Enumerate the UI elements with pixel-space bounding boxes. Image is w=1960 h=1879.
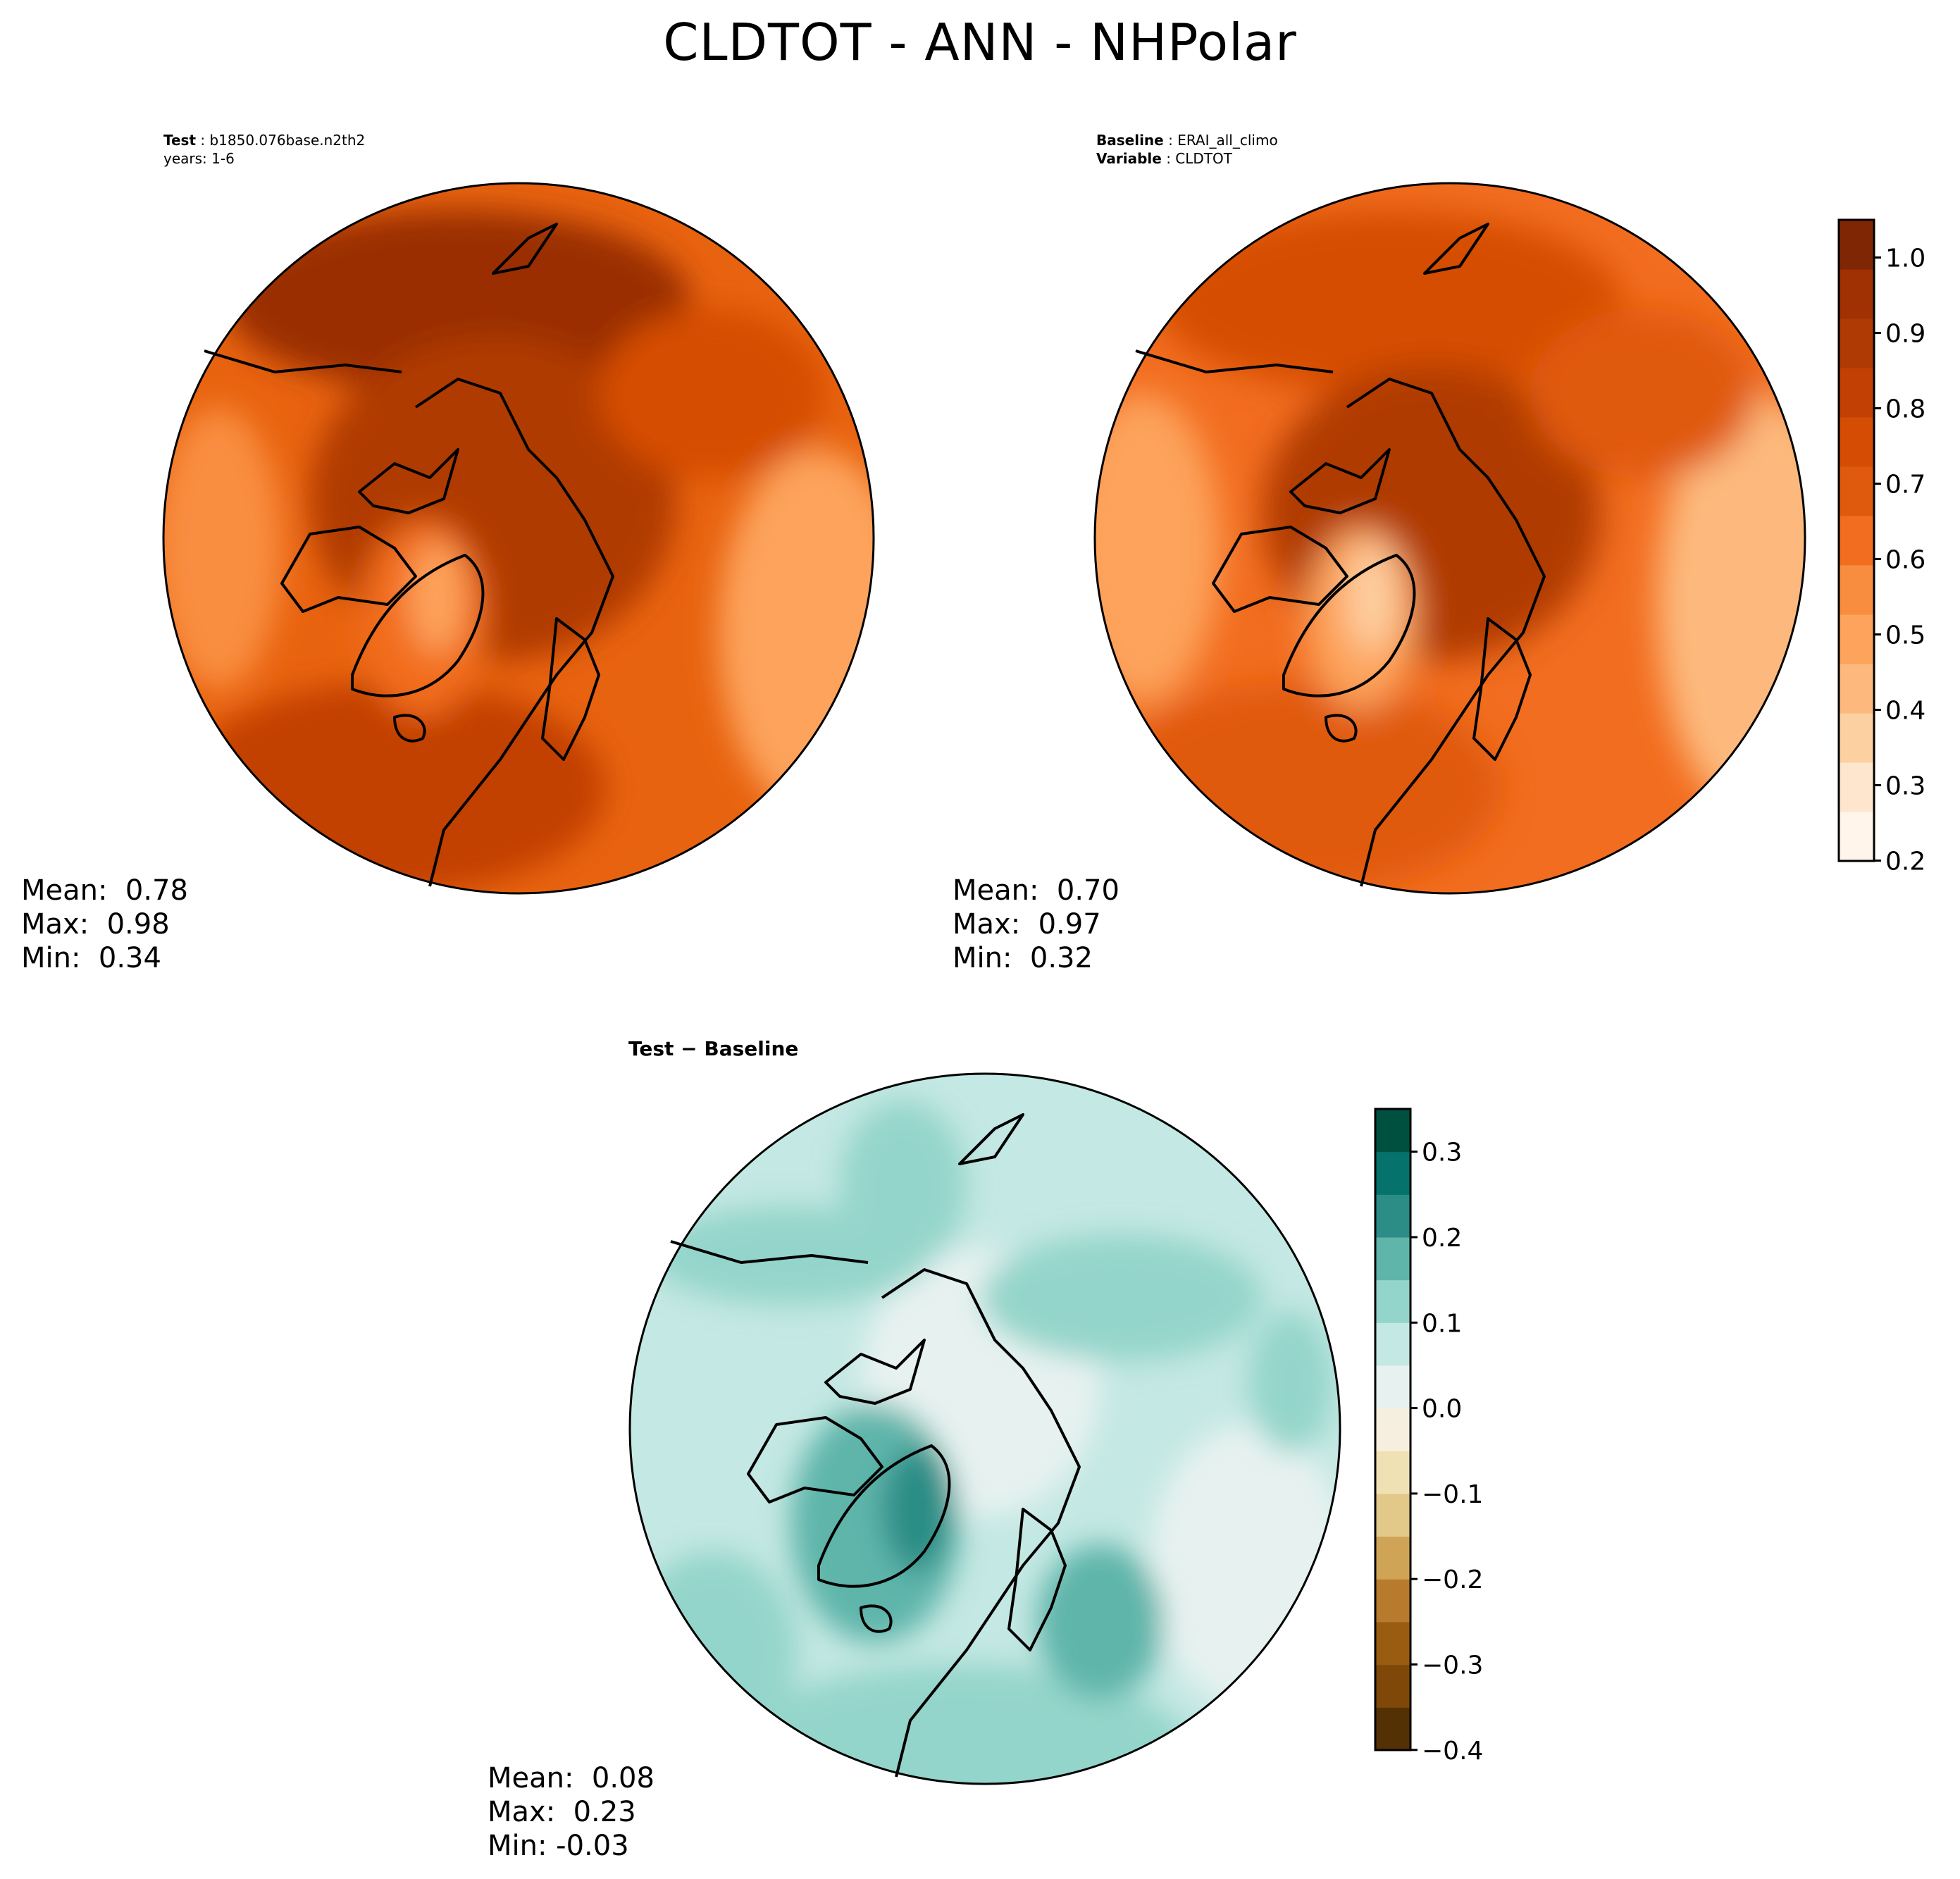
greenland-outline: [351, 554, 485, 697]
hudson-bay-coast: [1212, 526, 1348, 613]
eurasia-coast: [881, 1268, 1081, 1778]
main-colorbar-bin: [1839, 565, 1874, 615]
hudson-bay-coast: [747, 1416, 883, 1503]
main-colorbar-tick-label: 0.3: [1885, 772, 1925, 801]
main-colorbar-bin: [1839, 318, 1874, 368]
main-colorbar-tick-label: 0.6: [1885, 546, 1925, 575]
test-years: years: 1-6: [163, 150, 235, 167]
diff-mean: Mean: 0.08: [488, 1762, 655, 1794]
diff-colorbar-tick-label: −0.3: [1422, 1651, 1483, 1680]
test-min: Min: 0.34: [21, 942, 161, 974]
greenland-outline: [1282, 554, 1416, 697]
diff-colorbar-tick-label: 0.1: [1422, 1309, 1462, 1338]
diff-colorbar-bin: [1375, 1109, 1410, 1153]
eurasia-coast: [414, 378, 614, 887]
main-colorbar-tick-label: 0.7: [1885, 471, 1925, 500]
baseline-min: Min: 0.32: [953, 942, 1093, 974]
diff-map: [628, 1072, 1341, 1785]
alaska-coast: [204, 349, 402, 373]
diff-colorbar-bin: [1375, 1322, 1410, 1366]
baseline-variable: CLDTOT: [1175, 150, 1232, 167]
main-colorbar-bin: [1839, 762, 1874, 812]
diff-colorbar-tick-label: 0.0: [1422, 1395, 1462, 1424]
arctic-archipelago: [358, 448, 459, 514]
baseline-stats: Mean: 0.70 Max: 0.97 Min: 0.32: [953, 874, 1119, 975]
diff-colorbar-bin: [1375, 1365, 1410, 1409]
main-colorbar: 1.0 0.9 0.8 0.7 0.6 0.5 0.4 0.3 0.2: [1837, 218, 1925, 876]
diff-colorbar-bin: [1375, 1579, 1410, 1623]
diff-min: Min: -0.03: [488, 1830, 629, 1862]
scandinavia-outline: [1007, 1508, 1067, 1651]
diff-colorbar-bin: [1375, 1494, 1410, 1537]
main-colorbar-bin: [1839, 220, 1874, 270]
diff-stats: Mean: 0.08 Max: 0.23 Min: -0.03: [488, 1761, 655, 1863]
diff-colorbar-tick-label: −0.4: [1422, 1737, 1483, 1766]
kamchatka-outline: [492, 223, 558, 275]
diff-colorbar-bin: [1375, 1408, 1410, 1451]
diff-colorbar-tick-label: −0.2: [1422, 1565, 1483, 1594]
diff-max: Max: 0.23: [488, 1796, 636, 1828]
diff-colorbar-bin: [1375, 1151, 1410, 1195]
alaska-coast: [1135, 349, 1334, 373]
diff-colorbar-bin: [1375, 1451, 1410, 1494]
hudson-bay-coast: [280, 526, 417, 613]
test-annotation: Test : b1850.076base.n2th2 years: 1-6: [163, 132, 366, 167]
baseline-annotation: Baseline : ERAI_all_climo Variable : CLD…: [1096, 132, 1278, 167]
diff-colorbar-bin: [1375, 1622, 1410, 1666]
baseline-map: [1093, 182, 1806, 895]
baseline-max: Max: 0.97: [953, 908, 1101, 941]
eurasia-coast: [1346, 378, 1546, 887]
iceland-outline: [1325, 714, 1358, 743]
scandinavia-outline: [541, 617, 600, 761]
scandinavia-outline: [1472, 617, 1532, 761]
baseline-case: ERAI_all_climo: [1177, 132, 1278, 149]
test-stats: Mean: 0.78 Max: 0.98 Min: 0.34: [21, 874, 188, 975]
diff-colorbar-tick-label: 0.3: [1422, 1139, 1462, 1167]
main-colorbar-bin: [1839, 812, 1874, 862]
main-colorbar-tick-label: 0.5: [1885, 621, 1925, 650]
diff-colorbar: 0.3 0.2 0.1 0.0 −0.1 −0.2 −0.3 −0.4: [1374, 1108, 1483, 1766]
variable-label: Variable: [1096, 150, 1162, 167]
kamchatka-outline: [958, 1113, 1024, 1165]
main-colorbar-tick-label: 1.0: [1885, 244, 1925, 273]
arctic-archipelago: [1289, 448, 1391, 514]
test-mean: Mean: 0.78: [21, 874, 188, 907]
test-case: b1850.076base.n2th2: [209, 132, 366, 149]
diff-colorbar-bin: [1375, 1279, 1410, 1323]
main-colorbar-bin: [1839, 368, 1874, 418]
main-colorbar-tick-label: 0.2: [1885, 848, 1925, 876]
diff-colorbar-bin: [1375, 1194, 1410, 1238]
iceland-outline: [860, 1604, 893, 1633]
diff-colorbar-tick-label: 0.2: [1422, 1224, 1462, 1253]
greenland-outline: [817, 1444, 951, 1588]
diff-colorbar-bin: [1375, 1237, 1410, 1281]
baseline-label: Baseline: [1096, 132, 1164, 149]
kamchatka-outline: [1423, 223, 1489, 275]
main-colorbar-bin: [1839, 713, 1874, 763]
main-colorbar-bin: [1839, 516, 1874, 566]
main-colorbar-bin: [1839, 614, 1874, 664]
iceland-outline: [393, 714, 426, 743]
test-max: Max: 0.98: [21, 908, 170, 941]
diff-colorbar-tick-label: −0.1: [1422, 1480, 1483, 1509]
baseline-mean: Mean: 0.70: [953, 874, 1119, 907]
diff-title: Test − Baseline: [628, 1037, 799, 1060]
diff-colorbar-bin: [1375, 1664, 1410, 1708]
main-colorbar-bin: [1839, 417, 1874, 467]
main-colorbar-bin: [1839, 466, 1874, 516]
main-colorbar-bin: [1839, 664, 1874, 714]
main-colorbar-bin: [1839, 269, 1874, 319]
main-colorbar-tick-label: 0.9: [1885, 320, 1925, 349]
diff-colorbar-bin: [1375, 1536, 1410, 1580]
alaska-coast: [670, 1240, 869, 1264]
main-colorbar-tick-label: 0.8: [1885, 395, 1925, 424]
main-colorbar-tick-label: 0.4: [1885, 697, 1925, 726]
test-label: Test: [163, 132, 197, 149]
figure-title: CLDTOT - ANN - NHPolar: [663, 13, 1297, 72]
diff-colorbar-bin: [1375, 1707, 1410, 1751]
test-map: [162, 182, 875, 895]
arctic-archipelago: [824, 1339, 926, 1405]
